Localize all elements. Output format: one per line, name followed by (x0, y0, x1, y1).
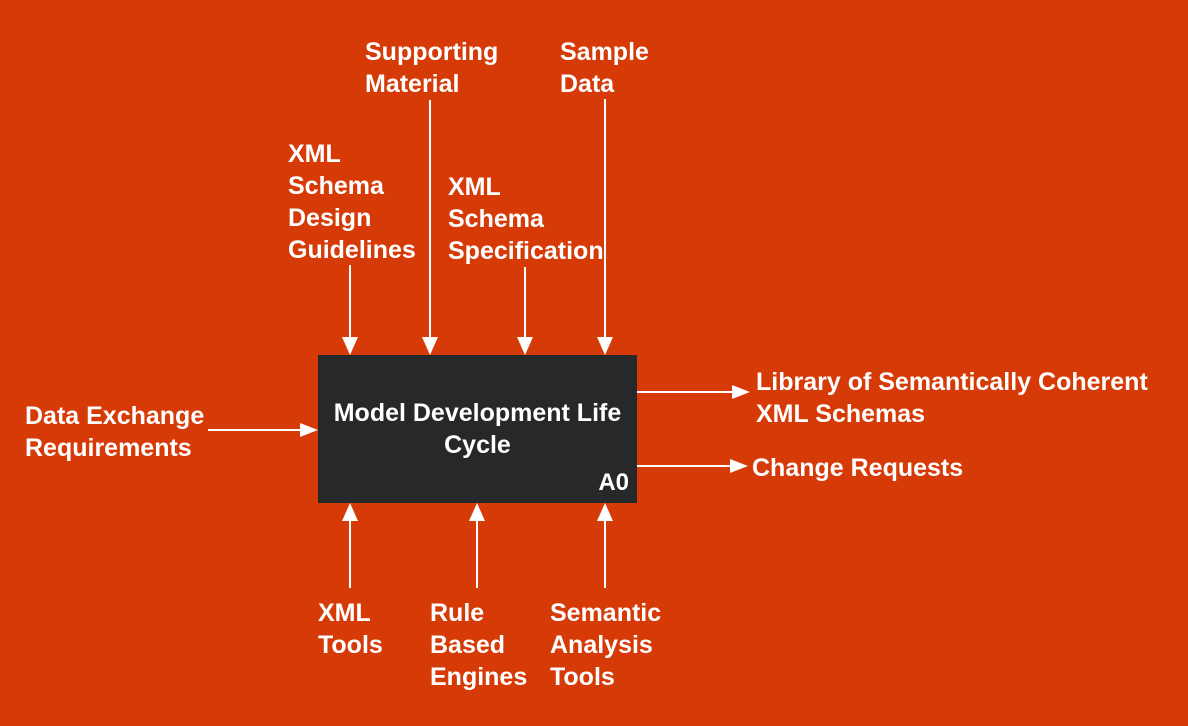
process-box: Model Development Life Cycle A0 (318, 355, 637, 503)
label-rule-based-engines: Rule Based Engines (430, 599, 528, 691)
label-data-exchange-requirements: Data Exchange Requirements (25, 402, 205, 462)
label-change-requests: Change Requests (752, 454, 964, 482)
label-library-of-xml-schemas: Library of Semantically Coherent XML Sch… (756, 368, 1148, 428)
control-arrow-supporting-material (422, 100, 438, 355)
label-xml-schema-design-guidelines: XML Schema Design Guidelines (288, 140, 416, 264)
control-arrow-design-guidelines (342, 265, 358, 355)
label-xml-tools: XML Tools (318, 599, 383, 659)
output-arrow-change-requests (637, 459, 748, 473)
mechanism-arrow-rule-based-engines (469, 503, 485, 588)
process-id-badge: A0 (598, 469, 629, 496)
input-arrow-data-exchange (208, 423, 318, 437)
mechanism-arrow-xml-tools (342, 503, 358, 588)
label-supporting-material: Supporting Material (365, 38, 499, 98)
label-semantic-analysis-tools: Semantic Analysis Tools (550, 599, 662, 691)
process-title: Model Development Life Cycle (333, 399, 622, 459)
control-arrow-sample-data (597, 99, 613, 355)
label-sample-data: Sample Data (560, 38, 649, 98)
mechanism-arrow-semantic-analysis (597, 503, 613, 588)
control-arrow-schema-specification (517, 267, 533, 355)
label-xml-schema-specification: XML Schema Specification (448, 173, 604, 265)
output-arrow-library (637, 385, 750, 399)
